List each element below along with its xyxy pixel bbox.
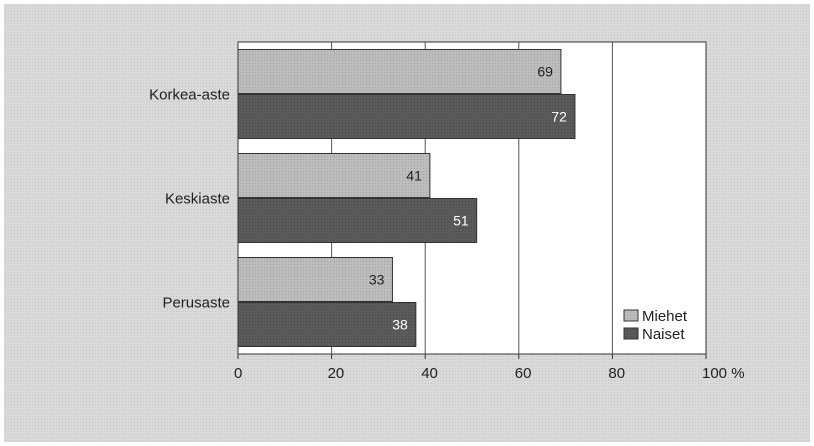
data-label: 38 [392, 317, 408, 333]
data-label: 41 [406, 168, 422, 184]
x-tick-label: 100 % [702, 365, 745, 382]
data-label: 69 [537, 64, 553, 80]
bar-miehet-keskiaste [237, 153, 431, 198]
labels-group: 0 20 40 60 80 100 % 69 72 Korkea-aste 41 51 Keskias… [149, 64, 744, 383]
bars-group [237, 49, 576, 347]
data-label: 51 [453, 213, 469, 229]
x-tick-label: 40 [421, 365, 438, 382]
category-label: Perusaste [162, 295, 230, 312]
data-label: 72 [551, 109, 567, 125]
category-label: Korkea-aste [149, 87, 230, 104]
x-tick-label: 80 [608, 365, 625, 382]
legend-label-naiset: Naiset [642, 326, 685, 343]
x-tick-label: 60 [515, 365, 532, 382]
bar-naiset-korkea-aste [237, 94, 576, 139]
data-label: 33 [369, 272, 385, 288]
bar-naiset-perusaste [237, 302, 417, 347]
x-tick-label: 20 [328, 365, 345, 382]
legend-swatch-miehet [623, 309, 639, 322]
legend-swatch-naiset [623, 327, 639, 340]
x-tick-label: 0 [234, 365, 242, 382]
legend-label-miehet: Miehet [642, 308, 688, 325]
bar-miehet-korkea-aste [237, 49, 562, 94]
category-label: Keskiaste [165, 191, 230, 208]
bar-naiset-keskiaste [237, 198, 478, 243]
bar-miehet-perusaste [237, 257, 393, 302]
